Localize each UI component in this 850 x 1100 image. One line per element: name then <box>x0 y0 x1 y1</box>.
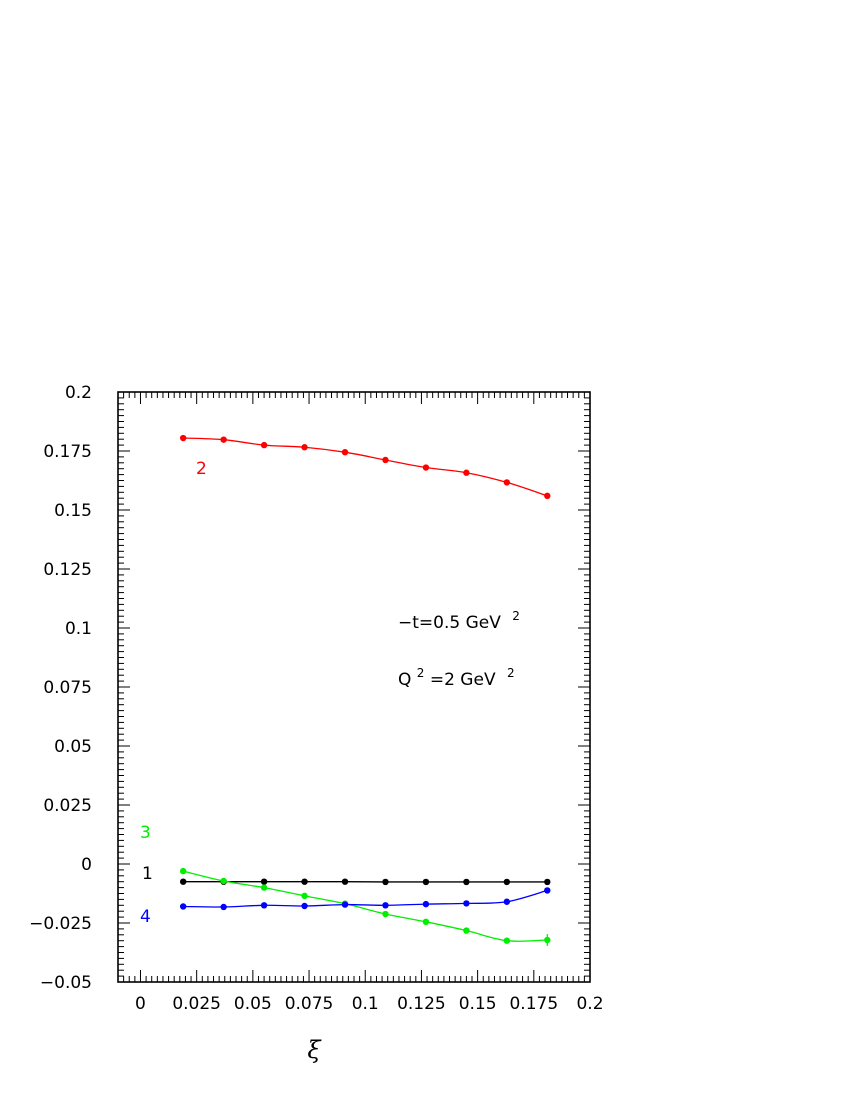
series-line-2 <box>183 437 548 497</box>
y-tick-label: 0.2 <box>65 383 92 403</box>
series-point-2 <box>341 448 349 456</box>
x-tick-label: 0.175 <box>509 994 558 1014</box>
annotation-q-sup: 2 <box>417 666 425 680</box>
series-layer <box>179 434 551 946</box>
series-label-2: 2 <box>196 459 207 479</box>
series-point-2 <box>422 464 430 471</box>
series-point-1 <box>422 878 430 886</box>
series-point-3 <box>260 884 268 891</box>
plot-frame <box>117 391 591 983</box>
series-point-1 <box>463 878 470 886</box>
ticks-layer <box>117 391 591 983</box>
tick-labels: 0.2 0.175 0.15 0.125 0.1 0.075 0.05 0.025 0 −0.02… <box>29 383 603 1014</box>
series-point-3 <box>220 877 227 885</box>
series-point-4 <box>422 900 430 908</box>
annotation-q-rest-sup: 2 <box>507 666 515 680</box>
annotation-t-text: −t=0.5 GeV <box>398 613 501 633</box>
series-line-4 <box>183 889 548 908</box>
series-point-2 <box>301 444 308 451</box>
y-tick-label: 0.025 <box>43 796 92 816</box>
y-tick-label: 0.1 <box>65 619 92 639</box>
y-tick-label: 0.05 <box>54 737 92 757</box>
series-point-4 <box>220 903 227 911</box>
x-tick-label: 0.025 <box>172 994 221 1014</box>
x-tick-label: 0.05 <box>234 994 272 1014</box>
series-point-1 <box>503 878 511 886</box>
series-point-2 <box>382 456 389 464</box>
series-point-2 <box>179 434 187 442</box>
x-tick-label: 0.15 <box>459 994 497 1014</box>
y-tick-label: 0.15 <box>54 501 92 521</box>
series-point-4 <box>341 901 349 908</box>
y-tick-label: 0.125 <box>43 560 92 580</box>
annotation-q-rest: =2 GeV <box>430 670 496 690</box>
series-line-3 <box>183 870 548 942</box>
series-point-2 <box>463 469 470 476</box>
annotation-q2: Q 2 =2 GeV 2 <box>398 662 515 690</box>
series-point-1 <box>260 878 268 885</box>
y-tick-label: −0.05 <box>40 973 92 993</box>
series-point-2 <box>503 479 511 486</box>
x-tick-label: 0 <box>135 994 146 1014</box>
x-axis-label: ξ <box>307 1036 322 1064</box>
y-tick-label: −0.025 <box>29 914 92 934</box>
y-tick-label: 0 <box>81 855 92 875</box>
series-point-4 <box>260 902 268 909</box>
x-tick-label: 0.2 <box>576 994 603 1014</box>
series-point-3 <box>503 937 511 944</box>
series-point-3 <box>301 892 308 900</box>
y-tick-label: 0.075 <box>43 678 92 698</box>
series-point-3 <box>382 910 389 918</box>
annotation-t: −t=0.5 GeV 2 <box>398 609 520 633</box>
series-point-2 <box>260 441 268 449</box>
series-point-3 <box>179 867 187 875</box>
series-point-4 <box>544 887 551 894</box>
series-point-1 <box>382 878 389 886</box>
series-point-2 <box>544 492 551 500</box>
series-point-1 <box>301 878 308 885</box>
series-point-2 <box>220 436 227 443</box>
series-point-4 <box>463 900 470 907</box>
series-point-4 <box>179 903 187 910</box>
series-point-3 <box>422 918 430 926</box>
series-point-1 <box>341 878 349 885</box>
x-tick-label: 0.1 <box>352 994 379 1014</box>
annotation-t-sup: 2 <box>512 609 520 623</box>
x-tick-label: 0.075 <box>285 994 334 1014</box>
annotation-q-letter: Q <box>398 670 411 690</box>
series-point-4 <box>301 902 308 910</box>
series-label-3: 3 <box>140 823 151 843</box>
series-point-3 <box>463 927 470 934</box>
series-point-1 <box>544 878 551 886</box>
series-point-4 <box>503 898 511 905</box>
series-point-4 <box>382 902 389 909</box>
y-tick-label: 0.175 <box>43 442 92 462</box>
x-tick-label: 0.125 <box>397 994 446 1014</box>
series-label-4: 4 <box>140 907 151 927</box>
series-label-1: 1 <box>142 864 153 884</box>
series-point-1 <box>179 878 187 885</box>
